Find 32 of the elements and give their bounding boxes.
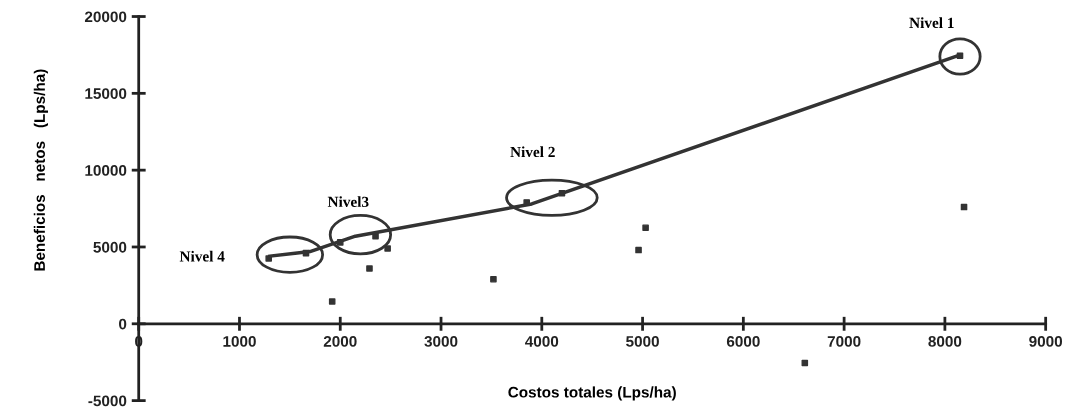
y-tick-label: 15000: [85, 88, 127, 100]
y-tick-label: 0: [119, 318, 127, 330]
x-tick-label: 1000: [223, 336, 256, 347]
point: [384, 245, 391, 252]
point: [635, 246, 642, 254]
annotation: Nivel 4: [179, 250, 225, 262]
y-tick-label: -5000: [88, 395, 127, 407]
point: [265, 255, 272, 262]
x-tick-label: 7000: [827, 336, 861, 347]
point: [336, 239, 344, 246]
point: [956, 52, 964, 59]
point: [372, 232, 379, 240]
y-tick-label: 10000: [85, 165, 127, 176]
point: [642, 224, 649, 232]
y-tick-label: 5000: [93, 241, 127, 253]
annotation: Nivel 1: [909, 17, 954, 29]
point: [328, 298, 336, 305]
annotation: Nivel 2: [510, 146, 555, 158]
y-axis-title: Beneficios netos (Lps/ha): [33, 69, 49, 271]
x-tick-label: 2000: [323, 336, 357, 347]
x-tick-label: 6000: [726, 336, 760, 347]
point: [938, 37, 982, 76]
y-tick-label: 20000: [84, 11, 127, 23]
point: [490, 275, 497, 283]
x-tick-label: 5000: [626, 336, 659, 347]
x-tick-label: 8000: [928, 336, 962, 347]
x-axis-title: Costos totales (Lps/ha): [508, 386, 676, 401]
x-tick-label: 4000: [525, 336, 559, 347]
point: [366, 265, 373, 272]
annotation: Nivel3: [327, 196, 369, 208]
x-tick-label: 9000: [1029, 336, 1063, 347]
x-tick-label: 3000: [424, 336, 458, 347]
